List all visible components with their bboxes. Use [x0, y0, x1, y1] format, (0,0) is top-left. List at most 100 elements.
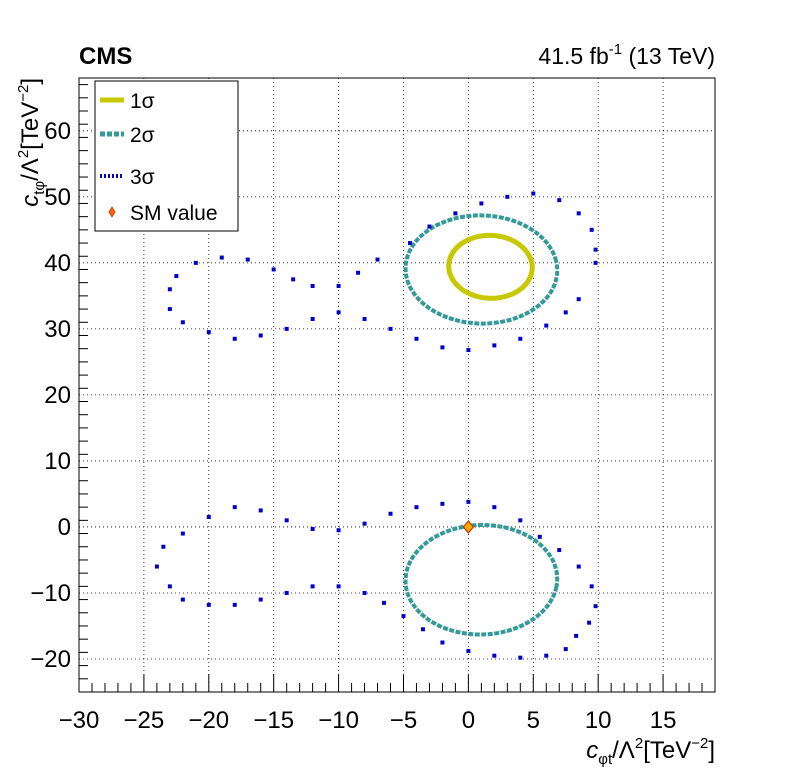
contour-3sigma-point [492, 343, 497, 348]
x-tick-label: 10 [585, 707, 612, 734]
y-tick-label: 20 [44, 382, 71, 409]
contour-3sigma-point [232, 505, 237, 510]
contour-3sigma-point [414, 336, 419, 341]
y-tick-label: 10 [44, 448, 71, 475]
contour-3sigma-point [518, 655, 523, 660]
contour-3sigma-point [258, 597, 263, 602]
x-tick-label: 5 [527, 707, 540, 734]
y-tick-label: 30 [44, 316, 71, 343]
legend: 1σ 2σ 3σ SM value [94, 80, 239, 232]
contour-3sigma-point [544, 323, 549, 328]
x-tick-label: −15 [253, 707, 294, 734]
contour-3sigma-point [440, 640, 445, 645]
x-axis-label-close: ] [708, 737, 715, 764]
contour-3sigma-point [518, 518, 523, 523]
x-tick-label: −25 [124, 707, 165, 734]
x-tick-label: −10 [318, 707, 359, 734]
contour-3sigma-point [574, 633, 579, 638]
contour-3sigma-point [388, 326, 393, 331]
contour-3sigma-point [245, 257, 250, 262]
lumi-label: 41.5 fb-1 (13 TeV) [538, 41, 715, 69]
contour-3sigma-point [232, 336, 237, 341]
contour-3sigma-point [336, 584, 341, 589]
x-axis-label-lambda: /Λ [612, 737, 635, 764]
y-tick-label: 50 [44, 184, 71, 211]
legend-box [94, 80, 239, 232]
contour-3sigma-point [479, 201, 484, 206]
y-tick-label: −20 [30, 646, 71, 673]
contour-3sigma-point [466, 348, 471, 353]
contour-1sigma [446, 232, 535, 301]
experiment-label: CMS [79, 43, 132, 70]
contour-3sigma-point [291, 277, 296, 282]
contour-3sigma-point [420, 627, 425, 632]
contour-3sigma-point [167, 307, 172, 312]
contour-3sigma-point [310, 584, 315, 589]
legend-label-1sigma: 1σ [130, 90, 155, 113]
contour-3sigma-point [492, 653, 497, 658]
x-tick-label: −30 [59, 707, 100, 734]
contour-3sigma-point [557, 198, 562, 203]
y-axis-label: ctφ/Λ2[TeV−2] [15, 78, 48, 207]
contour-3sigma-point [407, 241, 412, 246]
contour-3sigma-point [589, 584, 594, 589]
y-axis-label-close: ] [17, 78, 44, 85]
contour-3sigma-point [206, 515, 211, 520]
contour-3sigma-point [284, 518, 289, 523]
contour-3sigma-point [537, 534, 542, 539]
y-axis-label-sup2: −2 [15, 85, 32, 102]
contour-3sigma-point [362, 521, 367, 526]
contour-3sigma-point [362, 590, 367, 595]
legend-swatch-sm [108, 206, 116, 218]
contour-3sigma-point [206, 330, 211, 335]
contour-3sigma-point [310, 283, 315, 288]
contour-3sigma-point [593, 247, 598, 252]
contour-3sigma-point [356, 270, 361, 275]
contour-3sigma-point [271, 267, 276, 272]
contour-3sigma-point [427, 224, 432, 229]
contour-2sigma [403, 213, 560, 326]
contour-3sigma-point [258, 508, 263, 513]
contour-3sigma-point [193, 260, 198, 265]
contour-3sigma-point [180, 320, 185, 325]
contour-3sigma-point [587, 620, 592, 625]
energy-value: (13 TeV) [622, 43, 715, 69]
contour-3sigma-point [336, 310, 341, 315]
contour-3sigma-point [440, 501, 445, 506]
contour-3sigma-point [453, 211, 458, 216]
y-tick-label: 40 [44, 250, 71, 277]
contour-3sigma-point [180, 531, 185, 536]
contour-3sigma-point [576, 297, 581, 302]
legend-label-2sigma: 2σ [130, 124, 155, 147]
contours [154, 191, 598, 660]
contour-2sigma [403, 522, 560, 637]
x-axis-label-sub: φt [598, 751, 613, 768]
sm-marker-layer [462, 520, 475, 534]
plot-frame [78, 77, 716, 693]
x-axis-label-sup2: −2 [691, 735, 708, 752]
y-tick-label: 0 [58, 514, 71, 541]
y-axis-label-lambda: /Λ [17, 158, 44, 181]
contour-3sigma-point [589, 227, 594, 232]
sm-marker [462, 520, 475, 534]
contour-3sigma-point [284, 590, 289, 595]
contour-3sigma-point [466, 649, 471, 654]
contour-3sigma-point [167, 584, 172, 589]
contour-3sigma-point [161, 544, 166, 549]
contour-3sigma-point [544, 653, 549, 658]
y-tick-labels: −20 −10 0 10 20 30 40 50 60 [30, 118, 71, 673]
contour-3sigma-point [180, 597, 185, 602]
y-tick-label: 60 [44, 118, 71, 145]
axis-ticks [78, 84, 716, 693]
contour-3sigma-point [310, 316, 315, 321]
x-tick-label: −20 [188, 707, 229, 734]
contour-3sigma-point [206, 602, 211, 607]
lumi-value: 41.5 fb [538, 43, 608, 69]
contour-3sigma-point [382, 600, 387, 605]
contour-3sigma-point [518, 336, 523, 341]
y-axis-label-sup1: 2 [15, 150, 32, 158]
contour-3sigma-point [375, 257, 380, 262]
contour-3sigma-point [258, 333, 263, 338]
